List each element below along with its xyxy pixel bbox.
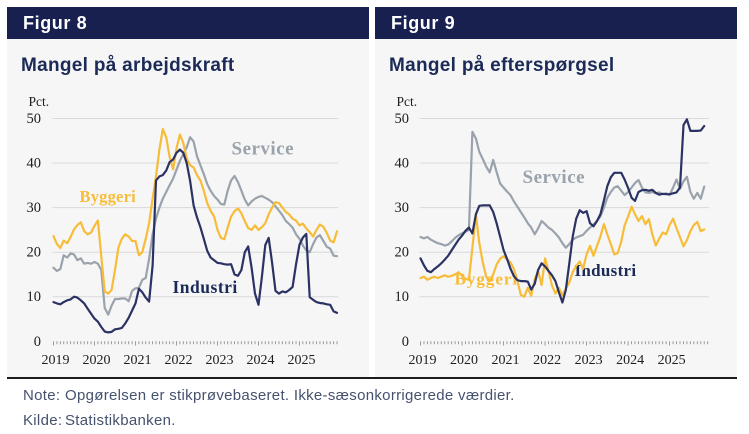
svg-text:2022: 2022	[165, 353, 193, 368]
svg-text:50: 50	[395, 111, 410, 127]
svg-text:Industri: Industri	[575, 261, 637, 280]
svg-text:2023: 2023	[206, 353, 234, 368]
svg-text:Pct.: Pct.	[397, 94, 418, 109]
svg-text:2021: 2021	[492, 353, 520, 368]
svg-text:40: 40	[27, 156, 42, 172]
svg-text:Service: Service	[523, 167, 586, 188]
svg-text:0: 0	[402, 334, 409, 350]
svg-text:2019: 2019	[409, 353, 437, 368]
svg-text:30: 30	[27, 200, 42, 216]
svg-text:2024: 2024	[247, 353, 275, 368]
svg-text:Pct.: Pct.	[29, 94, 50, 109]
svg-text:2023: 2023	[575, 353, 603, 368]
svg-text:20: 20	[27, 245, 42, 261]
svg-text:Byggeri: Byggeri	[80, 187, 137, 206]
svg-text:2025: 2025	[288, 353, 316, 368]
svg-text:50: 50	[27, 111, 42, 127]
svg-text:0: 0	[34, 334, 41, 350]
svg-text:2022: 2022	[533, 353, 561, 368]
svg-text:2019: 2019	[42, 353, 70, 368]
svg-text:20: 20	[395, 245, 410, 261]
svg-text:10: 10	[395, 289, 410, 305]
svg-text:2021: 2021	[124, 353, 152, 368]
svg-text:2020: 2020	[450, 353, 478, 368]
svg-text:Industri: Industri	[173, 277, 238, 297]
svg-text:30: 30	[395, 200, 410, 216]
svg-text:40: 40	[395, 156, 410, 172]
svg-text:2024: 2024	[616, 353, 644, 368]
svg-text:2020: 2020	[83, 353, 111, 368]
svg-text:10: 10	[27, 289, 42, 305]
svg-text:Service: Service	[232, 139, 295, 160]
svg-text:2025: 2025	[658, 353, 686, 368]
